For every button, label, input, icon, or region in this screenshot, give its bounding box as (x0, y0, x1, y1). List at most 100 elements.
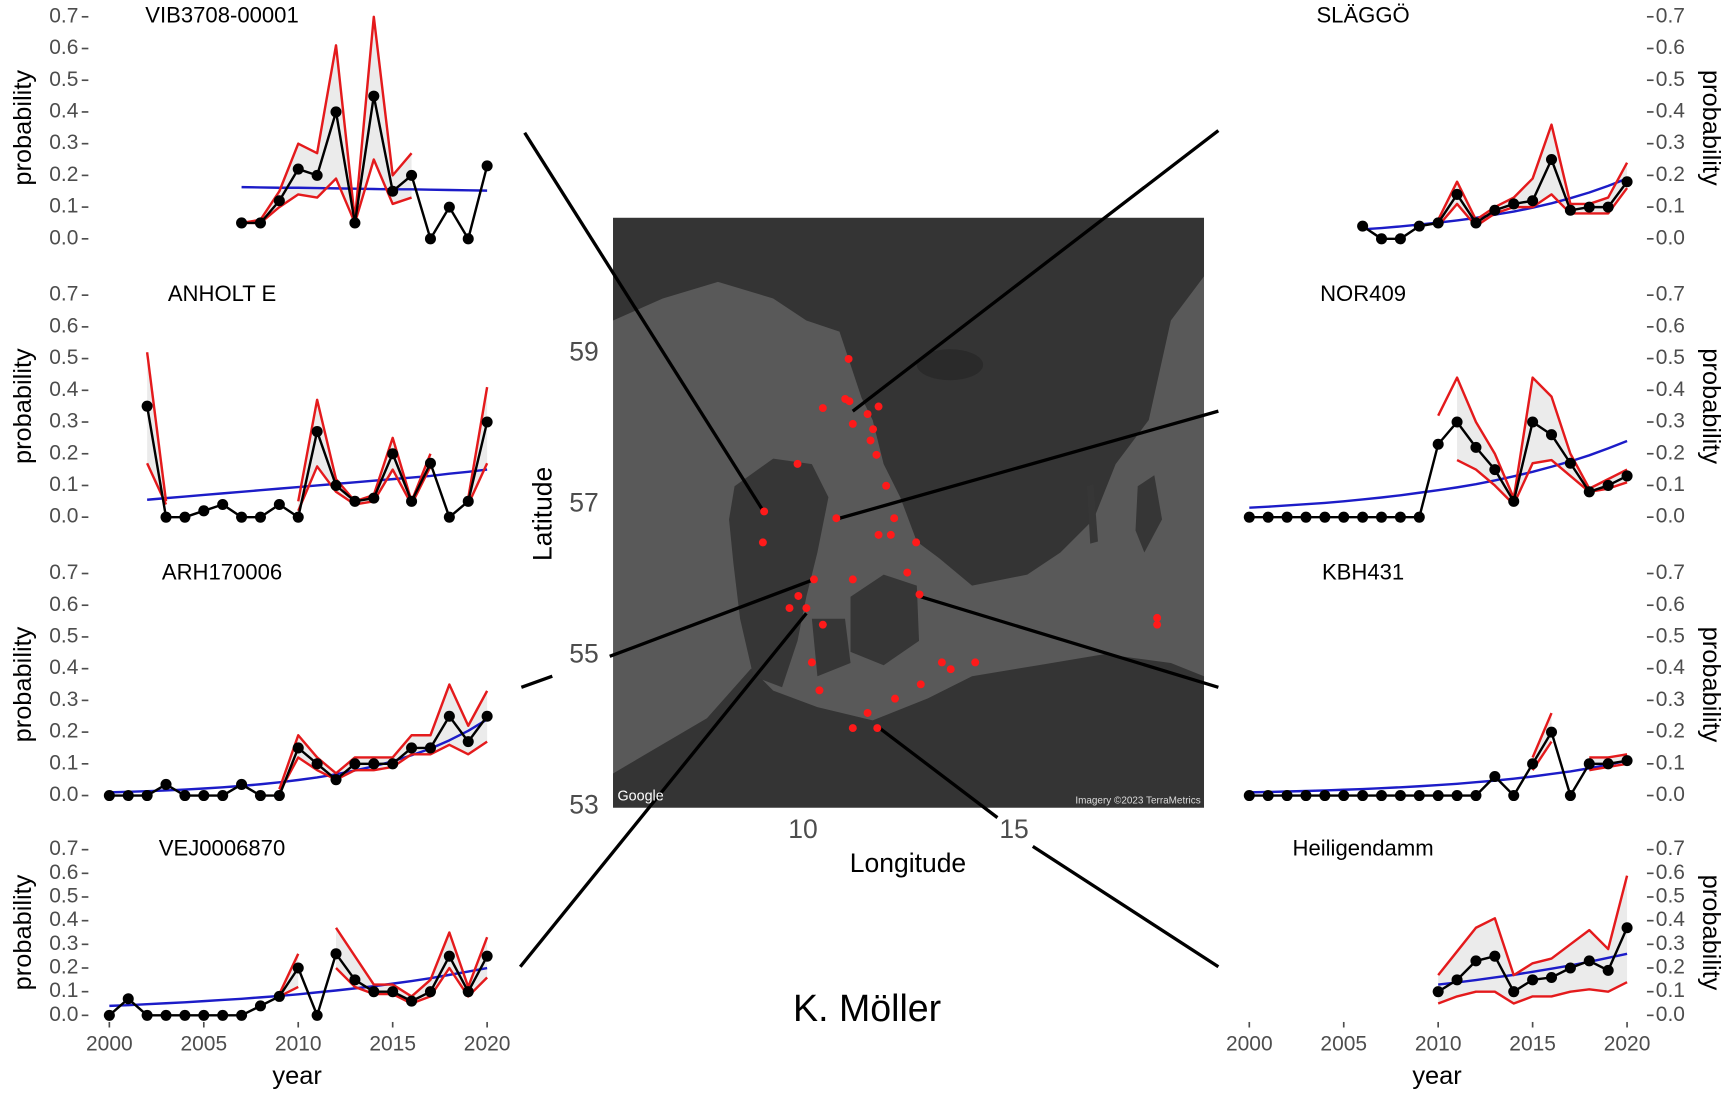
data-point (160, 779, 171, 790)
y-tick-label: 0.3 (49, 688, 78, 711)
data-point (1603, 758, 1614, 769)
y-tick-label: 0.4 (49, 656, 78, 679)
panel-title: VEJ0006870 (159, 835, 285, 860)
y-axis-label: probability (9, 874, 37, 990)
data-point (312, 1010, 323, 1021)
y-tick-label: 0.1 (1656, 751, 1685, 774)
y-tick-label: 0.3 (1656, 932, 1685, 955)
data-point (312, 758, 323, 769)
y-tick-label: 0.5 (1656, 624, 1685, 647)
y-axis-label: probability (1697, 875, 1725, 991)
y-tick-label: 0.4 (1656, 99, 1685, 122)
data-point (1508, 496, 1519, 507)
panel-title: Heiligendamm (1293, 835, 1434, 860)
station-point (864, 709, 872, 717)
data-point (1395, 512, 1406, 523)
data-point (1527, 195, 1538, 206)
data-point (217, 1010, 228, 1021)
data-point (123, 993, 134, 1004)
data-point (1603, 202, 1614, 213)
data-point (293, 512, 304, 523)
y-tick-label: 0.3 (49, 410, 78, 433)
map-y-tick-label: 53 (569, 790, 598, 820)
data-point (425, 458, 436, 469)
panel-title: NOR409 (1320, 281, 1406, 306)
y-tick-label: 0.4 (49, 99, 78, 122)
data-point (236, 779, 247, 790)
data-point (1527, 417, 1538, 428)
y-tick-label: 0.0 (1656, 1003, 1685, 1026)
data-point (1508, 986, 1519, 997)
y-tick-label: 0.4 (1656, 378, 1685, 401)
map-x-tick-label: 10 (788, 814, 817, 844)
station-point (891, 695, 899, 703)
data-point (1527, 974, 1538, 985)
map-y-tick-label: 59 (569, 337, 598, 367)
data-point (1622, 755, 1633, 766)
data-point (1376, 233, 1387, 244)
map-y-tick-label: 55 (569, 639, 598, 669)
data-point (255, 1000, 266, 1011)
station-point (903, 569, 911, 577)
data-point (274, 991, 285, 1002)
y-tick-label: 0.5 (1656, 68, 1685, 91)
x-tick-label: 2020 (464, 1033, 511, 1056)
data-point (1244, 790, 1255, 801)
data-point (1263, 512, 1274, 523)
data-point (1433, 790, 1444, 801)
y-tick-label: 0.5 (1656, 346, 1685, 369)
data-point (1376, 512, 1387, 523)
station-point (917, 680, 925, 688)
data-point (179, 512, 190, 523)
y-tick-label: 0.0 (49, 226, 78, 249)
data-point (1357, 512, 1368, 523)
data-point (255, 512, 266, 523)
data-point (1433, 986, 1444, 997)
data-point (330, 774, 341, 785)
station-point (786, 604, 794, 612)
data-point (387, 448, 398, 459)
data-point (1584, 486, 1595, 497)
data-point (482, 951, 493, 962)
station-point (938, 658, 946, 666)
data-point (236, 512, 247, 523)
data-point (387, 758, 398, 769)
station-point (947, 665, 955, 673)
y-tick-label: 0.2 (1656, 956, 1685, 979)
y-axis-label: probability (1697, 627, 1725, 743)
y-tick-label: 0.6 (1656, 593, 1685, 616)
data-point (1470, 955, 1481, 966)
panel-title: ARH170006 (162, 559, 282, 584)
data-point (349, 217, 360, 228)
y-tick-label: 0.5 (49, 885, 78, 908)
data-point (160, 1010, 171, 1021)
map-y-axis-label: Latitude (528, 467, 558, 561)
y-tick-label: 0.1 (1656, 979, 1685, 1002)
data-point (444, 711, 455, 722)
station-point (875, 531, 883, 539)
map-credit: Imagery ©2023 TerraMetrics (1075, 796, 1200, 807)
y-tick-label: 0.0 (49, 505, 78, 528)
data-point (312, 426, 323, 437)
data-point (1470, 442, 1481, 453)
station-point (759, 538, 767, 546)
station-point (802, 604, 810, 612)
data-point (444, 951, 455, 962)
data-point (198, 1010, 209, 1021)
x-tick-label: 2015 (1509, 1033, 1556, 1056)
y-tick-label: 0.4 (1656, 656, 1685, 679)
station-point (1153, 621, 1161, 629)
data-point (368, 493, 379, 504)
data-point (1414, 512, 1425, 523)
y-axis-label: probability (1697, 348, 1725, 464)
data-point (482, 417, 493, 428)
data-point (1508, 198, 1519, 209)
station-point (882, 482, 890, 490)
data-point (463, 986, 474, 997)
data-point (349, 974, 360, 985)
y-tick-label: 0.5 (49, 624, 78, 647)
y-tick-label: 0.5 (49, 346, 78, 369)
panel-title: VIB3708-00001 (145, 3, 298, 28)
data-point (217, 790, 228, 801)
station-point (819, 621, 827, 629)
